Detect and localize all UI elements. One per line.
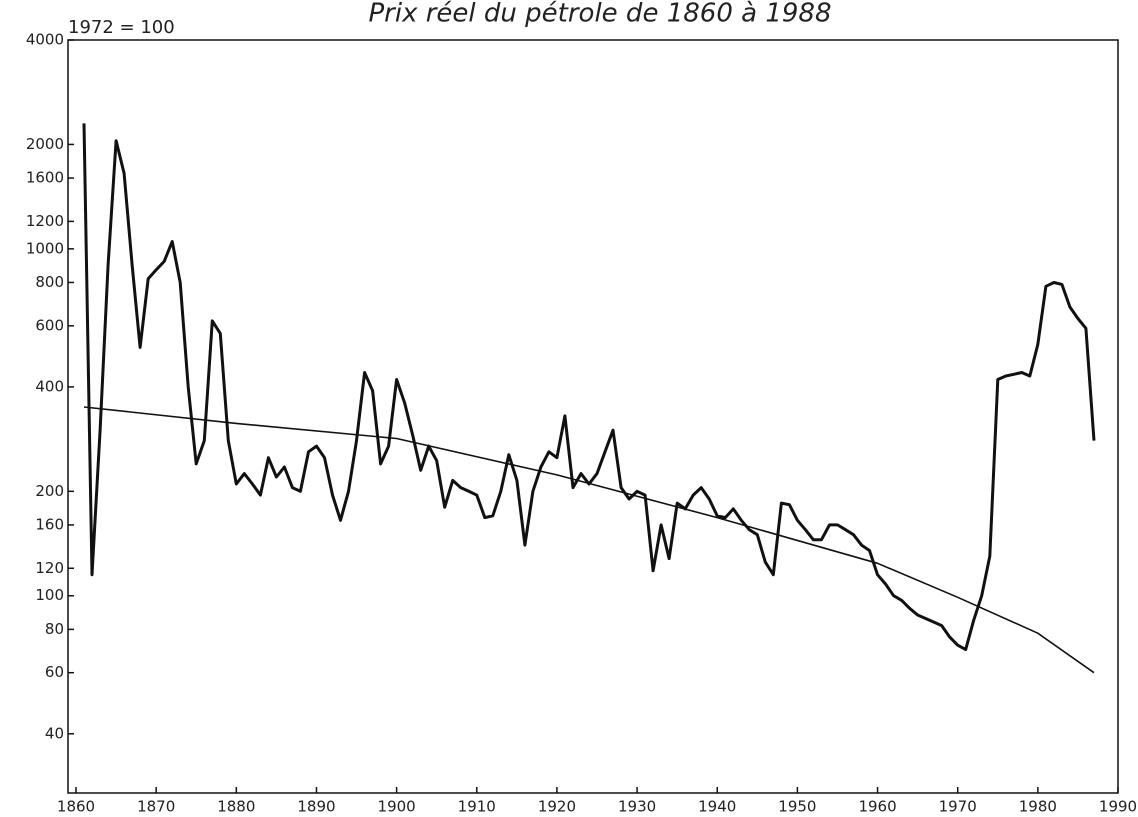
y-tick-label: 800 [35, 273, 64, 291]
x-tick-label: 1980 [1019, 798, 1057, 816]
x-tick-label: 1870 [137, 798, 175, 816]
y-tick-label: 1600 [26, 169, 64, 187]
x-tick-label: 1930 [618, 798, 656, 816]
x-tick-label: 1990 [1099, 798, 1137, 816]
plot-frame [67, 39, 1119, 794]
x-tick-label: 1860 [57, 798, 95, 816]
y-tick-label: 100 [35, 586, 64, 604]
x-tick-label: 1940 [698, 798, 736, 816]
x-tick-label: 1920 [538, 798, 576, 816]
y-tick-label: 160 [35, 515, 64, 533]
x-tick-label: 1900 [378, 798, 416, 816]
y-tick-label: 600 [35, 316, 64, 334]
x-tick-label: 1950 [778, 798, 816, 816]
x-tick-label: 1960 [858, 798, 896, 816]
y-tick-label: 40 [45, 724, 64, 742]
x-tick-label: 1970 [939, 798, 977, 816]
x-tick-label: 1890 [297, 798, 335, 816]
x-tick-label: 1880 [217, 798, 255, 816]
y-tick-label: 2000 [26, 135, 64, 153]
y-tick-label: 60 [45, 663, 64, 681]
chart-title: Prix réel du pétrole de 1860 à 1988 [369, 0, 832, 29]
y-tick-label: 120 [35, 559, 64, 577]
y-tick-label: 4000 [26, 31, 64, 49]
y-tick-label: 1000 [26, 239, 64, 257]
x-tick-label: 1910 [458, 798, 496, 816]
y-tick-label: 200 [35, 482, 64, 500]
y-tick-label: 1200 [26, 212, 64, 230]
y-axis-label: 1972 = 100 [68, 17, 175, 38]
y-tick-label: 400 [35, 377, 64, 395]
y-tick-label: 80 [45, 620, 64, 638]
trend-line [83, 406, 1095, 674]
price-line [82, 123, 1096, 651]
